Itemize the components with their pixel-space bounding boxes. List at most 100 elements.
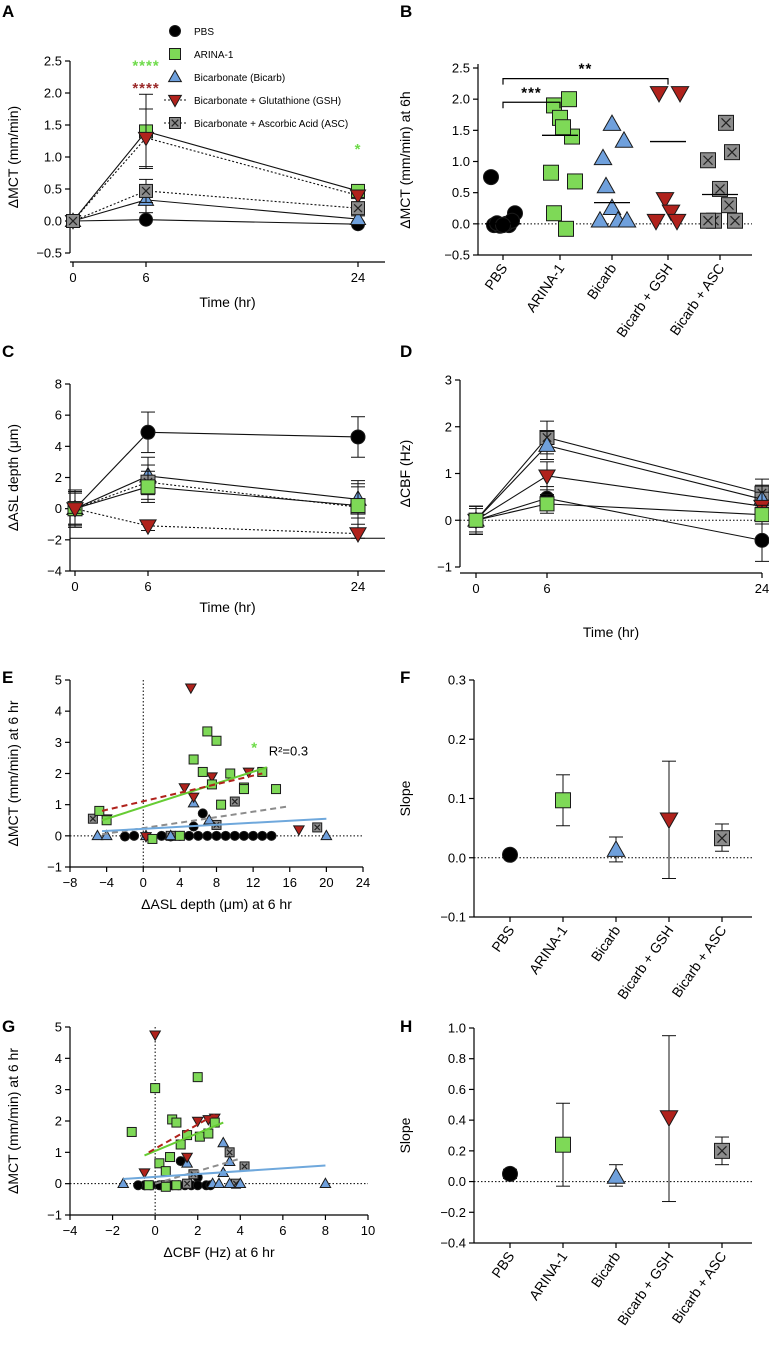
panel-a-significance: ****: [132, 80, 159, 97]
panel-g: G −1 0 1 2 3 4 5 −4 −2 0 2 4 6 8 10 ΔMCT (mm/min) at 6 h…: [2, 1017, 375, 1260]
panel-e-x-tick-label: 0: [140, 875, 147, 890]
panel-h-x-tick-label: Bicarb + GSH: [614, 1249, 676, 1329]
panel-e-x-tick-label: −8: [63, 875, 78, 890]
panel-e-point-pbs: [248, 830, 259, 841]
panel-f-y-tick-label: 0.1: [448, 791, 466, 806]
panel-h-point-asc: [714, 1142, 730, 1159]
legend-label: Bicarbonate + Glutathione (GSH): [194, 96, 341, 107]
panel-a-series-arina-1: [66, 93, 365, 228]
panel-e-y-tick-label: 4: [55, 704, 62, 719]
panel-a-point-gsh: [349, 189, 367, 205]
panel-d-x-tick-label: 0: [472, 581, 479, 596]
panel-g-point-asc: [239, 1161, 250, 1172]
panel-e-point-pbs: [229, 830, 240, 841]
legend-marker-arina-1: [169, 48, 181, 60]
panel-b-point-bicarb: [596, 176, 616, 194]
panel-g-point-arina-1: [171, 1117, 182, 1128]
panel-b-point-asc: [700, 212, 716, 229]
panel-d-x-tick-label: 6: [543, 581, 550, 596]
panel-b-bracket-line: [502, 101, 561, 109]
panel-b-group-asc: [700, 114, 743, 229]
panel-d-y-tick-label: 3: [445, 373, 452, 388]
panel-g-point-gsh: [180, 1152, 194, 1164]
panel-b-bracket-label: ***: [521, 84, 542, 101]
panel-f-letter: F: [400, 668, 410, 687]
panel-c-point-gsh: [66, 502, 84, 519]
panel-b-sig-bracket: **: [502, 61, 669, 85]
panel-d-y-tick-label: −1: [437, 560, 452, 575]
panel-e-r2-label: R²=0.3: [269, 744, 308, 759]
panel-b-point-gsh: [655, 192, 675, 209]
panel-e-point-bicarb: [91, 829, 104, 841]
panel-g-point-gsh: [138, 1168, 151, 1180]
panel-a-x-tick-label: 6: [142, 270, 149, 285]
panel-f-y-tick-label: 0.2: [448, 732, 466, 747]
panel-f-x-tick-label: Bicarb + ASC: [668, 923, 729, 1001]
panel-g-x-tick-label: 6: [279, 1223, 286, 1238]
panel-b-point-asc-cross: [721, 117, 731, 128]
legend-item-asc: Bicarbonate + Ascorbic Acid (ASC): [164, 117, 348, 130]
panel-h-y-tick-label: 0.6: [448, 1082, 466, 1097]
panel-b-group-bicarb: [590, 114, 637, 228]
panel-d-point-bicarb: [538, 436, 556, 452]
panel-b-point-gsh: [646, 213, 666, 231]
panel-d-series-arina-1: [468, 494, 769, 535]
panel-b-y-tick-label: 1.5: [452, 123, 470, 138]
panel-c-y-tick-label: −2: [47, 532, 62, 547]
panel-e-x-label: ΔASL depth (μm) at 6 hr: [141, 896, 292, 912]
panel-g-fit-asc: [154, 1157, 241, 1185]
panel-b-point-arina-1: [561, 91, 577, 108]
panel-e-x-tick-label: 4: [176, 875, 183, 890]
panel-g-y-tick-label: 5: [55, 1020, 62, 1035]
panel-e-fit-bicarb: [101, 817, 327, 833]
panel-a-series-line: [72, 190, 359, 222]
panel-f-group-bicarb: [606, 836, 626, 863]
panel-c-y-tick-label: 6: [55, 408, 62, 423]
panel-b-group-arina-1: [542, 91, 583, 237]
panel-e-y-tick-label: 2: [55, 766, 62, 781]
panel-c-series-bicarb: [66, 456, 367, 527]
panel-g-x-tick-label: 0: [152, 1223, 159, 1238]
panel-b-point-asc: [724, 144, 740, 161]
panel-f-point-gsh: [659, 812, 679, 830]
panel-e-point-pbs: [193, 830, 204, 841]
panel-g-point-bicarb: [319, 1177, 332, 1188]
panel-h-y-tick-label: 0.8: [448, 1051, 466, 1066]
panel-g-point-bicarb: [223, 1177, 236, 1188]
panel-a-y-tick-label: 0.5: [44, 182, 62, 197]
panel-c-series-line: [74, 508, 359, 535]
panel-b-y-label: ΔMCT (mm/min) at 6h: [397, 91, 413, 228]
panel-e-point-gsh: [184, 683, 197, 695]
panel-b-y-tick-label: 0.0: [452, 216, 470, 231]
panel-g-point-arina-1: [171, 1180, 182, 1191]
panel-h: H −0.4 −0.2 0.0 0.2 0.4 0.6 0.8 1.0 Slope PBS ARINA…: [397, 1017, 752, 1328]
panel-d-y-label: ΔCBF (Hz): [397, 440, 413, 508]
legend-marker-gsh: [167, 94, 183, 108]
panel-g-y-tick-label: 0: [55, 1176, 62, 1191]
panel-g-point-arina-1: [126, 1126, 137, 1137]
panel-a-y-tick-label: −0.5: [36, 246, 62, 261]
panel-b-point-asc-cross: [730, 215, 740, 226]
panel-b-point-asc: [721, 197, 737, 214]
panel-f-x-tick-label: Bicarb + GSH: [614, 923, 676, 1003]
legend-marker-asc: [169, 117, 181, 129]
panel-b-point-bicarb: [617, 210, 637, 228]
panel-d-point-arina-1: [468, 512, 484, 528]
panel-e-x-tick-label: −4: [99, 875, 114, 890]
panel-e-y-tick-label: 5: [55, 673, 62, 688]
legend-label: ARINA-1: [194, 50, 234, 61]
panel-b: B −0.5 0.0 0.5 1.0 1.5 2.0 2.5 ΔMCT (mm/min) at …: [397, 2, 752, 340]
panel-b-y-tick-label: 1.0: [452, 154, 470, 169]
panel-h-point-arina-1: [555, 1136, 571, 1153]
panel-h-y-tick-label: 0.0: [448, 1174, 466, 1189]
panel-a-significance: ****: [132, 58, 159, 75]
panel-e-point-arina-1: [147, 833, 158, 844]
panel-h-group-bicarb: [606, 1164, 626, 1187]
panel-h-x-tick-label: Bicarb: [588, 1248, 624, 1290]
panel-g-x-tick-label: −4: [63, 1223, 78, 1238]
panel-e-point-arina-1: [271, 784, 282, 795]
panel-d-x-tick-label: 24: [755, 581, 769, 596]
panel-e-x-tick-label: 24: [356, 875, 370, 890]
panel-e-point-bicarb: [320, 829, 333, 841]
